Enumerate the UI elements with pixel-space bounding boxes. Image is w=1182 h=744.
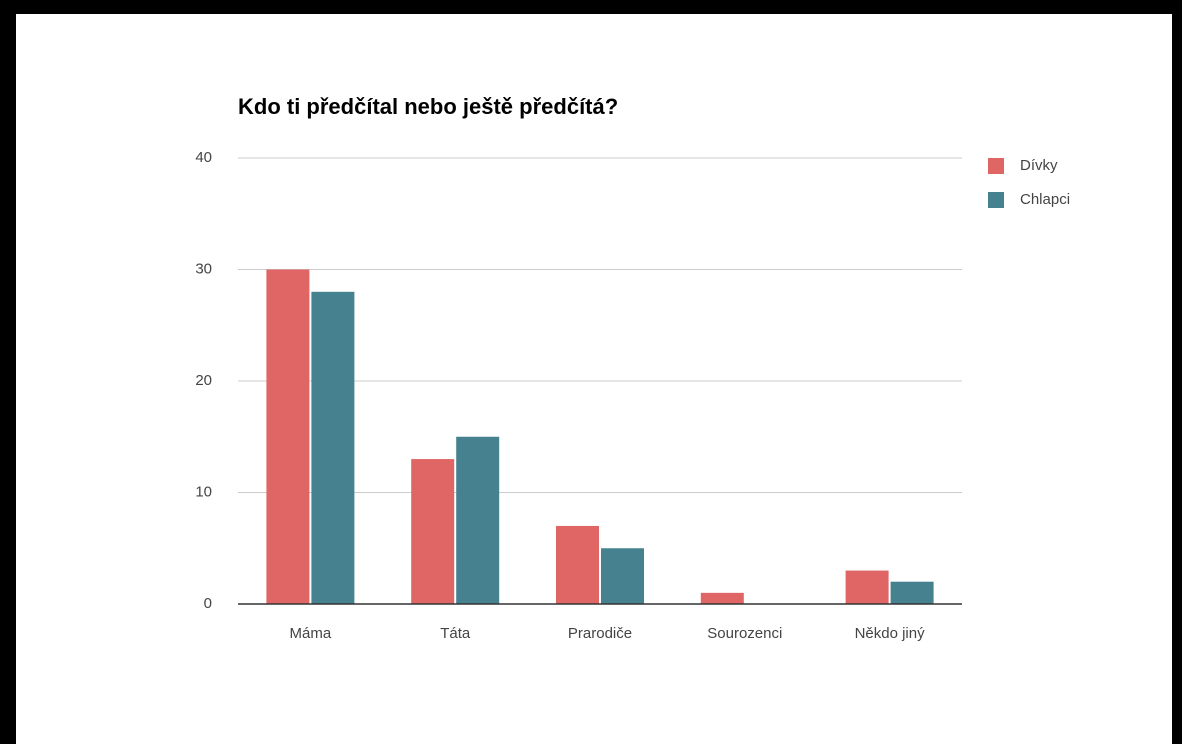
bar [890,581,934,604]
bar [311,291,355,604]
y-tick-label: 30 [195,260,212,277]
x-tick-label: Sourozenci [707,625,782,642]
frame-right [1172,0,1182,744]
x-tick-label: Prarodiče [568,625,632,642]
bar [266,269,310,604]
bar [556,525,599,604]
legend-label: Chlapci [1020,191,1070,208]
legend-swatch [988,158,1004,174]
y-tick-label: 0 [204,595,212,612]
y-tick-label: 40 [195,149,212,166]
x-tick-label: Máma [290,625,332,642]
y-tick-label: 10 [195,483,212,500]
bar [700,592,744,604]
frame-left [0,0,16,744]
x-tick-label: Někdo jiný [855,625,926,642]
x-tick-label: Táta [440,625,471,642]
bar [601,548,644,604]
y-tick-label: 20 [195,372,212,389]
bar [845,570,889,604]
bar [411,459,455,604]
chart-title: Kdo ti předčítal nebo ještě předčítá? [238,94,618,119]
legend-swatch [988,192,1004,208]
frame-top [0,0,1182,14]
bar [456,436,500,604]
legend-label: Dívky [1020,157,1058,174]
